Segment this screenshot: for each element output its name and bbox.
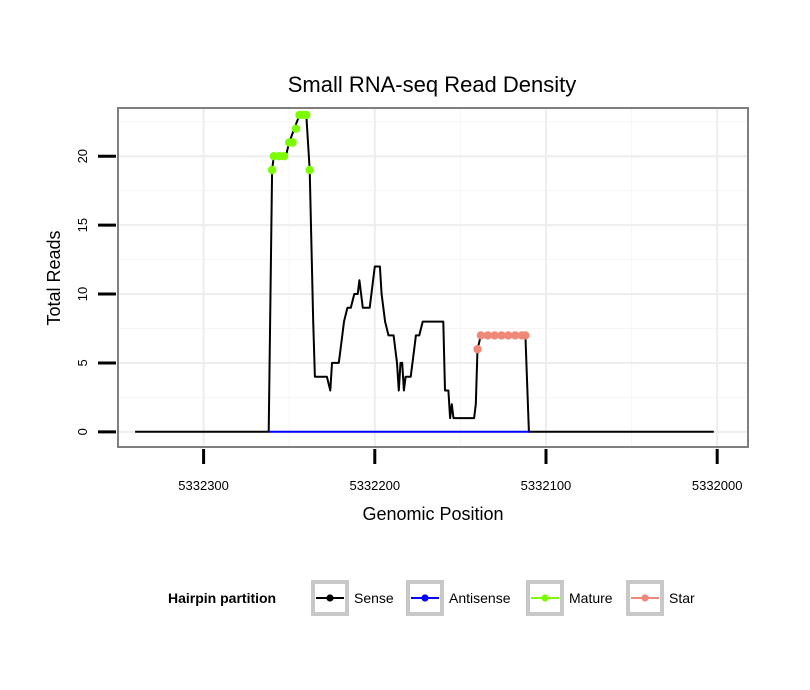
x-tick-label: 5332100	[521, 478, 572, 493]
legend-label: Antisense	[449, 590, 511, 606]
point-mature	[267, 165, 277, 175]
point-star	[511, 331, 520, 340]
y-tick-label: 15	[75, 218, 90, 232]
plot-panel	[118, 108, 748, 447]
legend-item-sense: Sense	[311, 580, 394, 616]
point-mature	[302, 110, 311, 120]
legend-item-antisense: Antisense	[406, 580, 511, 616]
legend-item-mature: Mature	[526, 580, 613, 616]
plot-panel-border	[117, 107, 749, 448]
x-tick-label: 5332300	[178, 478, 229, 493]
point-star	[521, 331, 530, 340]
point-star	[483, 331, 492, 340]
y-tick-label: 0	[75, 428, 90, 435]
point-mature	[288, 138, 297, 147]
series-layer	[135, 110, 714, 433]
point-star	[504, 331, 513, 340]
legend-key-point	[421, 594, 429, 602]
point-mature	[305, 165, 314, 175]
y-axis-title: Total Reads	[44, 230, 64, 325]
point-mature	[291, 124, 301, 133]
legend-title: Hairpin partition	[168, 590, 276, 606]
y-tick-label: 5	[75, 359, 90, 366]
point-star	[476, 331, 486, 340]
x-axis: 5332300 5332200 5332100 5332000	[178, 449, 742, 493]
y-tick-label: 10	[75, 287, 90, 301]
legend-label: Star	[669, 590, 695, 606]
y-tick-label: 20	[75, 149, 90, 163]
legend-key-point	[326, 594, 334, 602]
legend-key-point	[641, 594, 649, 602]
legend: Hairpin partition Sense Antisense Mature St…	[168, 580, 695, 616]
series-line-sense	[135, 113, 714, 433]
x-axis-title: Genomic Position	[362, 504, 503, 524]
chart-title: Small RNA-seq Read Density	[288, 72, 577, 97]
legend-label: Sense	[354, 590, 394, 606]
y-axis: 0 5 10 15 20	[75, 149, 116, 435]
x-tick-label: 5332200	[349, 478, 400, 493]
legend-key-point	[541, 594, 549, 602]
point-star	[497, 331, 506, 340]
x-tick-label: 5332000	[692, 478, 743, 493]
point-mature	[279, 152, 289, 161]
legend-item-star: Star	[626, 580, 695, 616]
point-star	[473, 345, 482, 354]
point-star	[490, 331, 499, 340]
legend-label: Mature	[569, 590, 613, 606]
